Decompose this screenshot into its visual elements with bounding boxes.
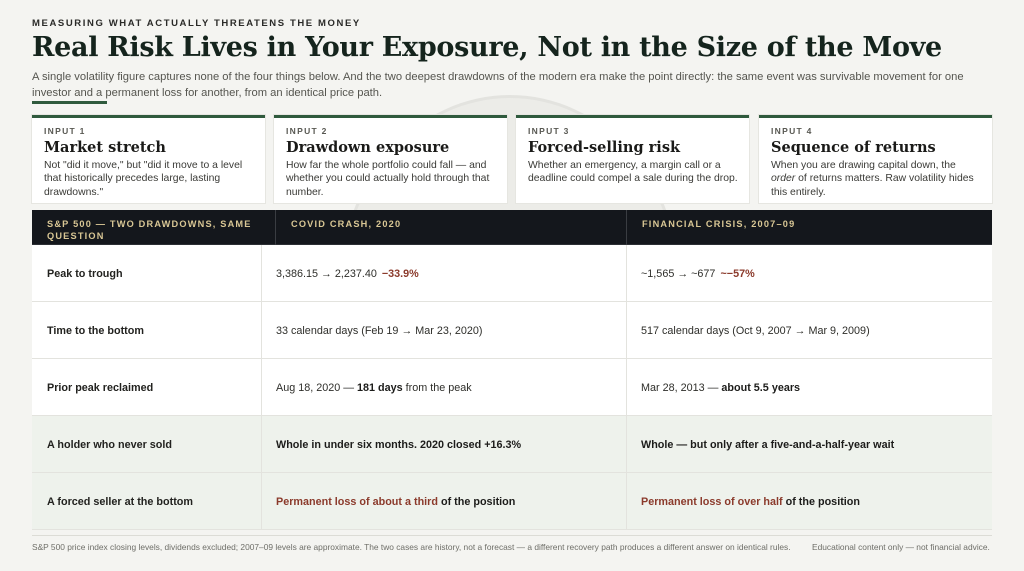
card-label: INPUT 4	[771, 126, 813, 136]
page-subtitle: A single volatility figure captures none…	[32, 71, 964, 99]
card-drawdown-exposure: INPUT 2 Drawdown exposure How far the wh…	[274, 115, 507, 203]
table-header-financial-crisis: FINANCIAL CRISIS, 2007–09	[642, 219, 796, 229]
column-divider	[275, 210, 276, 245]
table-row: A forced seller at the bottom Permanent …	[32, 473, 992, 530]
column-divider	[261, 359, 262, 416]
card-body: When you are drawing capital down, the o…	[771, 159, 982, 199]
column-divider	[626, 416, 627, 473]
column-divider	[261, 245, 262, 302]
cell-text: 3,386.15 → 2,237.40	[276, 267, 377, 280]
column-divider	[261, 473, 262, 530]
loss-highlight: Permanent loss of about a third	[276, 495, 438, 508]
row-label: Time to the bottom	[47, 324, 144, 337]
column-divider	[261, 416, 262, 473]
table-row: Time to the bottom 33 calendar days (Feb…	[32, 302, 992, 359]
card-body-text: When you are drawing capital down, the	[771, 160, 956, 171]
footer-divider	[32, 535, 992, 536]
card-body-emphasis: order	[771, 173, 796, 185]
row-label: A holder who never sold	[47, 438, 172, 451]
gfc-cell: 517 calendar days (Oct 9, 2007 → Mar 9, …	[641, 324, 870, 337]
cell-emphasis: about 5.5 years	[721, 381, 801, 394]
drawdown-comparison-table: S&P 500 — TWO DRAWDOWNS, SAME QUESTION C…	[32, 210, 992, 530]
cell-text: Aug 18, 2020 —	[276, 381, 358, 394]
cell-text: from the peak	[402, 381, 472, 394]
card-title: Drawdown exposure	[286, 139, 450, 156]
disclaimer: Educational content only — not financial…	[812, 542, 990, 552]
cell-text: ~1,565 → ~677	[641, 267, 716, 280]
covid-cell: Permanent loss of about a third of the p…	[276, 473, 515, 530]
table-row: Prior peak reclaimed Aug 18, 2020 — 181 …	[32, 359, 992, 416]
table-row: Peak to trough 3,386.15 → 2,237.40 −33.9%…	[32, 245, 992, 302]
column-divider	[626, 359, 627, 416]
cell-text: of the position	[782, 495, 860, 508]
card-sequence-of-returns: INPUT 4 Sequence of returns When you are…	[759, 115, 992, 203]
input-cards: INPUT 1 Market stretch Not "did it move,…	[32, 115, 992, 203]
table-row: A holder who never sold Whole in under s…	[32, 416, 992, 473]
gfc-cell: Whole — but only after a five-and-a-half…	[641, 438, 895, 451]
covid-cell: Aug 18, 2020 — 181 days from the peak	[276, 359, 472, 416]
covid-cell: 3,386.15 → 2,237.40 −33.9%	[276, 245, 419, 302]
card-body: Whether an emergency, a margin call or a…	[528, 160, 738, 185]
table-header-covid: COVID CRASH, 2020	[291, 219, 402, 229]
card-label: INPUT 2	[286, 126, 328, 136]
row-label: A forced seller at the bottom	[47, 495, 193, 508]
cell-emphasis: 181 days	[357, 381, 403, 394]
card-title: Market stretch	[44, 139, 166, 156]
cell-text: Mar 28, 2013 —	[641, 381, 722, 394]
gfc-cell: Permanent loss of over half of the posit…	[641, 473, 860, 530]
footnote: S&P 500 price index closing levels, divi…	[32, 542, 791, 552]
table-header: S&P 500 — TWO DRAWDOWNS, SAME QUESTION C…	[32, 210, 992, 245]
gfc-cell: ~1,565 → ~677 ~−57%	[641, 245, 755, 302]
card-body-text: of returns matters. Raw volatility hides…	[771, 173, 974, 198]
covid-cell: Whole in under six months. 2020 closed +…	[276, 438, 522, 451]
card-body: Not "did it move," but "did it move to a…	[44, 160, 243, 198]
covid-cell: 33 calendar days (Feb 19 → Mar 23, 2020)	[276, 324, 483, 337]
column-divider	[626, 302, 627, 359]
cell-text: of the position	[437, 495, 516, 508]
gfc-cell: Mar 28, 2013 — about 5.5 years	[641, 359, 800, 416]
negative-value: −33.9%	[381, 267, 419, 280]
kicker: MEASURING WHAT ACTUALLY THREATENS THE MO…	[32, 18, 361, 29]
card-forced-selling-risk: INPUT 3 Forced-selling risk Whether an e…	[516, 115, 749, 203]
card-market-stretch: INPUT 1 Market stretch Not "did it move,…	[32, 115, 265, 203]
row-label: Prior peak reclaimed	[47, 381, 154, 394]
row-label: Peak to trough	[47, 267, 123, 280]
accent-divider	[32, 101, 107, 104]
column-divider	[626, 210, 627, 245]
negative-value: ~−57%	[720, 267, 755, 280]
loss-highlight: Permanent loss of over half	[641, 495, 783, 508]
table-header-question: S&P 500 — TWO DRAWDOWNS, SAME QUESTION	[47, 219, 252, 241]
column-divider	[626, 473, 627, 530]
card-title: Sequence of returns	[771, 139, 936, 156]
card-title: Forced-selling risk	[528, 139, 681, 156]
card-body: How far the whole portfolio could fall —…	[286, 160, 490, 198]
column-divider	[626, 245, 627, 302]
page-title: Real Risk Lives in Your Exposure, Not in…	[32, 32, 942, 63]
card-label: INPUT 1	[44, 126, 86, 136]
card-label: INPUT 3	[528, 126, 570, 136]
column-divider	[261, 302, 262, 359]
